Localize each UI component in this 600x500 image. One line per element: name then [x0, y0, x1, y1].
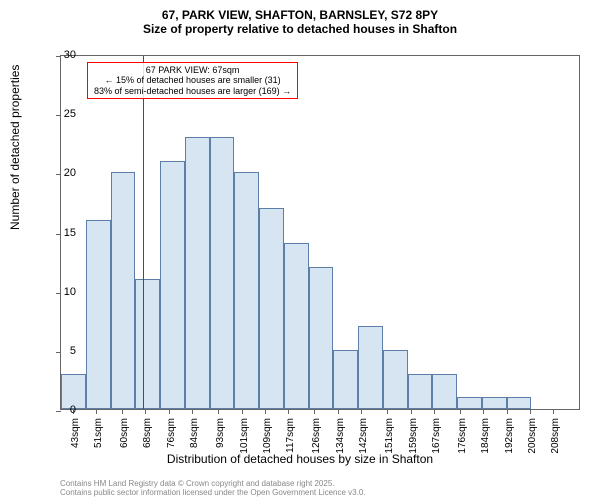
histogram-bar: [284, 243, 309, 409]
xtick-mark: [314, 409, 315, 414]
xtick-label: 101sqm: [239, 418, 250, 454]
xtick-label: 117sqm: [285, 418, 296, 453]
anno-line2: ← 15% of detached houses are smaller (31…: [94, 75, 291, 85]
xtick-label: 192sqm: [504, 418, 515, 454]
xtick-mark: [483, 409, 484, 414]
histogram-bar: [358, 326, 383, 409]
ytick-label: 15: [46, 227, 76, 239]
xtick-mark: [553, 409, 554, 414]
xtick-label: 176sqm: [457, 418, 468, 454]
histogram-bar: [210, 137, 235, 409]
title-line1: 67, PARK VIEW, SHAFTON, BARNSLEY, S72 8P…: [0, 0, 600, 22]
xtick-mark: [411, 409, 412, 414]
histogram-bar: [259, 208, 284, 409]
xtick-mark: [122, 409, 123, 414]
footer-line2: Contains public sector information licen…: [60, 489, 366, 498]
xtick-mark: [434, 409, 435, 414]
xtick-label: 151sqm: [384, 418, 395, 454]
histogram-bar: [408, 374, 433, 410]
histogram-bar: [457, 397, 482, 409]
anno-line1: 67 PARK VIEW: 67sqm: [94, 65, 291, 75]
ytick-label: 25: [46, 108, 76, 120]
histogram-bar: [507, 397, 532, 409]
xtick-mark: [460, 409, 461, 414]
ytick-label: 10: [46, 286, 76, 298]
xtick-label: 43sqm: [70, 418, 81, 448]
plot-box: 43sqm51sqm60sqm68sqm76sqm84sqm93sqm101sq…: [60, 55, 580, 410]
xtick-label: 84sqm: [189, 418, 200, 448]
xtick-mark: [361, 409, 362, 414]
histogram-bar: [111, 172, 136, 409]
anno-line3: 83% of semi-detached houses are larger (…: [94, 86, 291, 96]
histogram-bar: [482, 397, 507, 409]
xtick-mark: [242, 409, 243, 414]
xtick-label: 184sqm: [480, 418, 491, 454]
xtick-mark: [507, 409, 508, 414]
ytick-label: 5: [46, 345, 76, 357]
xtick-label: 109sqm: [262, 418, 273, 454]
xtick-label: 76sqm: [166, 418, 177, 448]
xtick-label: 51sqm: [93, 418, 104, 448]
ytick-label: 20: [46, 167, 76, 179]
xtick-mark: [218, 409, 219, 414]
xtick-mark: [288, 409, 289, 414]
chart-area: 43sqm51sqm60sqm68sqm76sqm84sqm93sqm101sq…: [60, 55, 580, 410]
ytick-label: 30: [46, 49, 76, 61]
title-line2: Size of property relative to detached ho…: [0, 22, 600, 40]
histogram-bar: [160, 161, 185, 410]
annotation-box: 67 PARK VIEW: 67sqm← 15% of detached hou…: [87, 62, 298, 99]
xtick-label: 68sqm: [142, 418, 153, 448]
histogram-bar: [309, 267, 334, 409]
histogram-bar: [185, 137, 210, 409]
chart-container: 67, PARK VIEW, SHAFTON, BARNSLEY, S72 8P…: [0, 0, 600, 500]
xtick-label: 167sqm: [431, 418, 442, 454]
xtick-label: 159sqm: [408, 418, 419, 454]
xtick-label: 93sqm: [215, 418, 226, 448]
xtick-label: 200sqm: [527, 418, 538, 454]
xtick-label: 60sqm: [119, 418, 130, 448]
reference-line: [143, 56, 144, 409]
xtick-label: 142sqm: [358, 418, 369, 454]
histogram-bar: [383, 350, 408, 409]
xtick-label: 126sqm: [311, 418, 322, 454]
histogram-bar: [86, 220, 111, 409]
xtick-mark: [169, 409, 170, 414]
xtick-label: 134sqm: [335, 418, 346, 454]
xtick-mark: [265, 409, 266, 414]
histogram-bar: [333, 350, 358, 409]
footer-attribution: Contains HM Land Registry data © Crown c…: [60, 480, 366, 498]
histogram-bar: [234, 172, 259, 409]
xtick-mark: [145, 409, 146, 414]
xtick-mark: [338, 409, 339, 414]
ytick-label: 0: [46, 404, 76, 416]
xtick-label: 208sqm: [550, 418, 561, 454]
histogram-bar: [432, 374, 457, 410]
xtick-mark: [96, 409, 97, 414]
histogram-bar: [135, 279, 160, 409]
xtick-mark: [530, 409, 531, 414]
xtick-mark: [387, 409, 388, 414]
y-axis-label: Number of detached properties: [8, 65, 22, 230]
x-axis-label: Distribution of detached houses by size …: [0, 452, 600, 466]
xtick-mark: [192, 409, 193, 414]
